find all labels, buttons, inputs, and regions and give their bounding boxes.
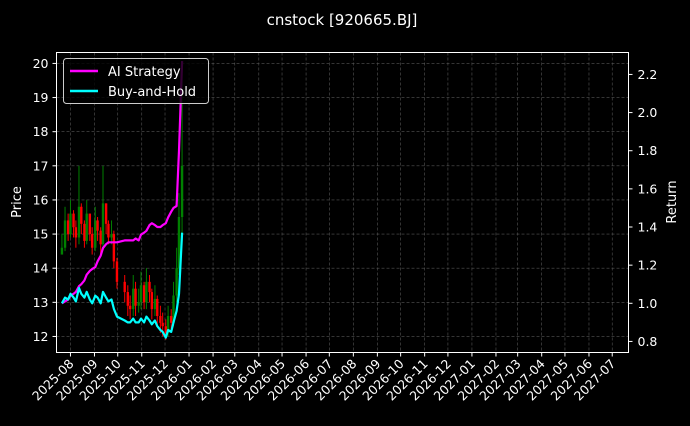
candle-body — [170, 315, 173, 323]
candle-body — [156, 298, 159, 316]
legend-label-ai-strategy: AI Strategy — [108, 65, 181, 80]
candle-body — [123, 281, 126, 293]
candle-body — [107, 223, 110, 238]
y-right-tick-label: 0.8 — [638, 334, 658, 349]
candle-body — [145, 281, 148, 303]
candle-body — [142, 285, 146, 303]
y-tick-label: 17 — [33, 158, 49, 173]
candle-body — [63, 220, 67, 248]
candle-body — [88, 213, 92, 235]
candle-body — [139, 285, 143, 303]
candle-body — [150, 292, 154, 310]
y-tick-label: 19 — [33, 90, 49, 105]
legend-label-buy-and-hold: Buy-and-Hold — [108, 85, 196, 100]
legend-box — [63, 58, 209, 104]
candle-body — [72, 213, 75, 228]
candle-body — [104, 203, 108, 224]
candle-body — [159, 315, 162, 323]
y-tick-label: 18 — [33, 124, 49, 139]
candle-body — [83, 223, 86, 241]
y-right-tick-label: 1.2 — [638, 258, 658, 273]
candle-body — [115, 261, 119, 282]
candle-body — [99, 230, 102, 245]
candle-body — [77, 206, 81, 238]
candle-body — [80, 206, 83, 224]
y-right-tick-label: 1.4 — [638, 220, 658, 235]
y-right-tick-label: 2.0 — [638, 105, 658, 120]
candle-body — [153, 298, 157, 310]
candle-body — [112, 234, 116, 262]
y-right-tick-label: 2.2 — [638, 67, 658, 82]
candle-body — [101, 203, 105, 245]
y-tick-label: 15 — [33, 227, 49, 242]
price-candles — [60, 77, 184, 340]
candle-body — [148, 281, 151, 293]
candle-body — [132, 288, 135, 310]
y-axis-right: 0.8 1.0 1.2 1.4 1.6 1.8 2.0 2.2 — [628, 67, 658, 349]
candle-body — [69, 213, 72, 235]
chart-title: cnstock [920665.BJ] — [267, 11, 418, 29]
candle-body — [175, 268, 178, 296]
candle-body — [60, 247, 64, 255]
candle-body — [126, 292, 130, 306]
candle-body — [137, 302, 140, 306]
y-right-tick-label: 1.0 — [638, 296, 658, 311]
y-right-tick-label: 1.6 — [638, 181, 658, 196]
candle-body — [128, 305, 132, 310]
y-tick-label: 16 — [33, 192, 49, 207]
candle-body — [161, 322, 164, 327]
y-axis-left: 12 13 14 15 16 17 18 19 20 — [33, 56, 57, 344]
y-tick-label: 14 — [33, 261, 49, 276]
plot-frame — [56, 52, 629, 353]
y-right-tick-label: 1.8 — [638, 143, 658, 158]
candle-body — [110, 234, 113, 238]
return-lines — [60, 61, 184, 339]
candle-body — [74, 227, 78, 238]
candle-body — [166, 315, 170, 334]
candle-body — [134, 288, 137, 306]
y-axis-right-label: Return — [665, 180, 680, 223]
candle-body — [177, 217, 181, 269]
candle-body — [66, 220, 70, 235]
y-tick-label: 12 — [33, 329, 49, 344]
series-line-buy-and-hold — [60, 232, 184, 339]
series-line-ai-strategy — [61, 61, 184, 305]
y-tick-label: 20 — [33, 56, 49, 71]
candle-body — [90, 234, 94, 248]
legend: AI Strategy Buy-and-Hold — [63, 58, 209, 104]
y-tick-label: 13 — [33, 295, 49, 310]
candle-body — [164, 326, 167, 334]
x-axis: 2025-082025-092025-102025-112025-122026-… — [29, 352, 618, 404]
candle-body — [96, 220, 99, 231]
candle-body — [85, 213, 88, 241]
candle-body — [180, 165, 184, 218]
candle-body — [94, 220, 97, 248]
y-axis-label: Price — [10, 186, 25, 218]
candle-body — [172, 295, 175, 323]
